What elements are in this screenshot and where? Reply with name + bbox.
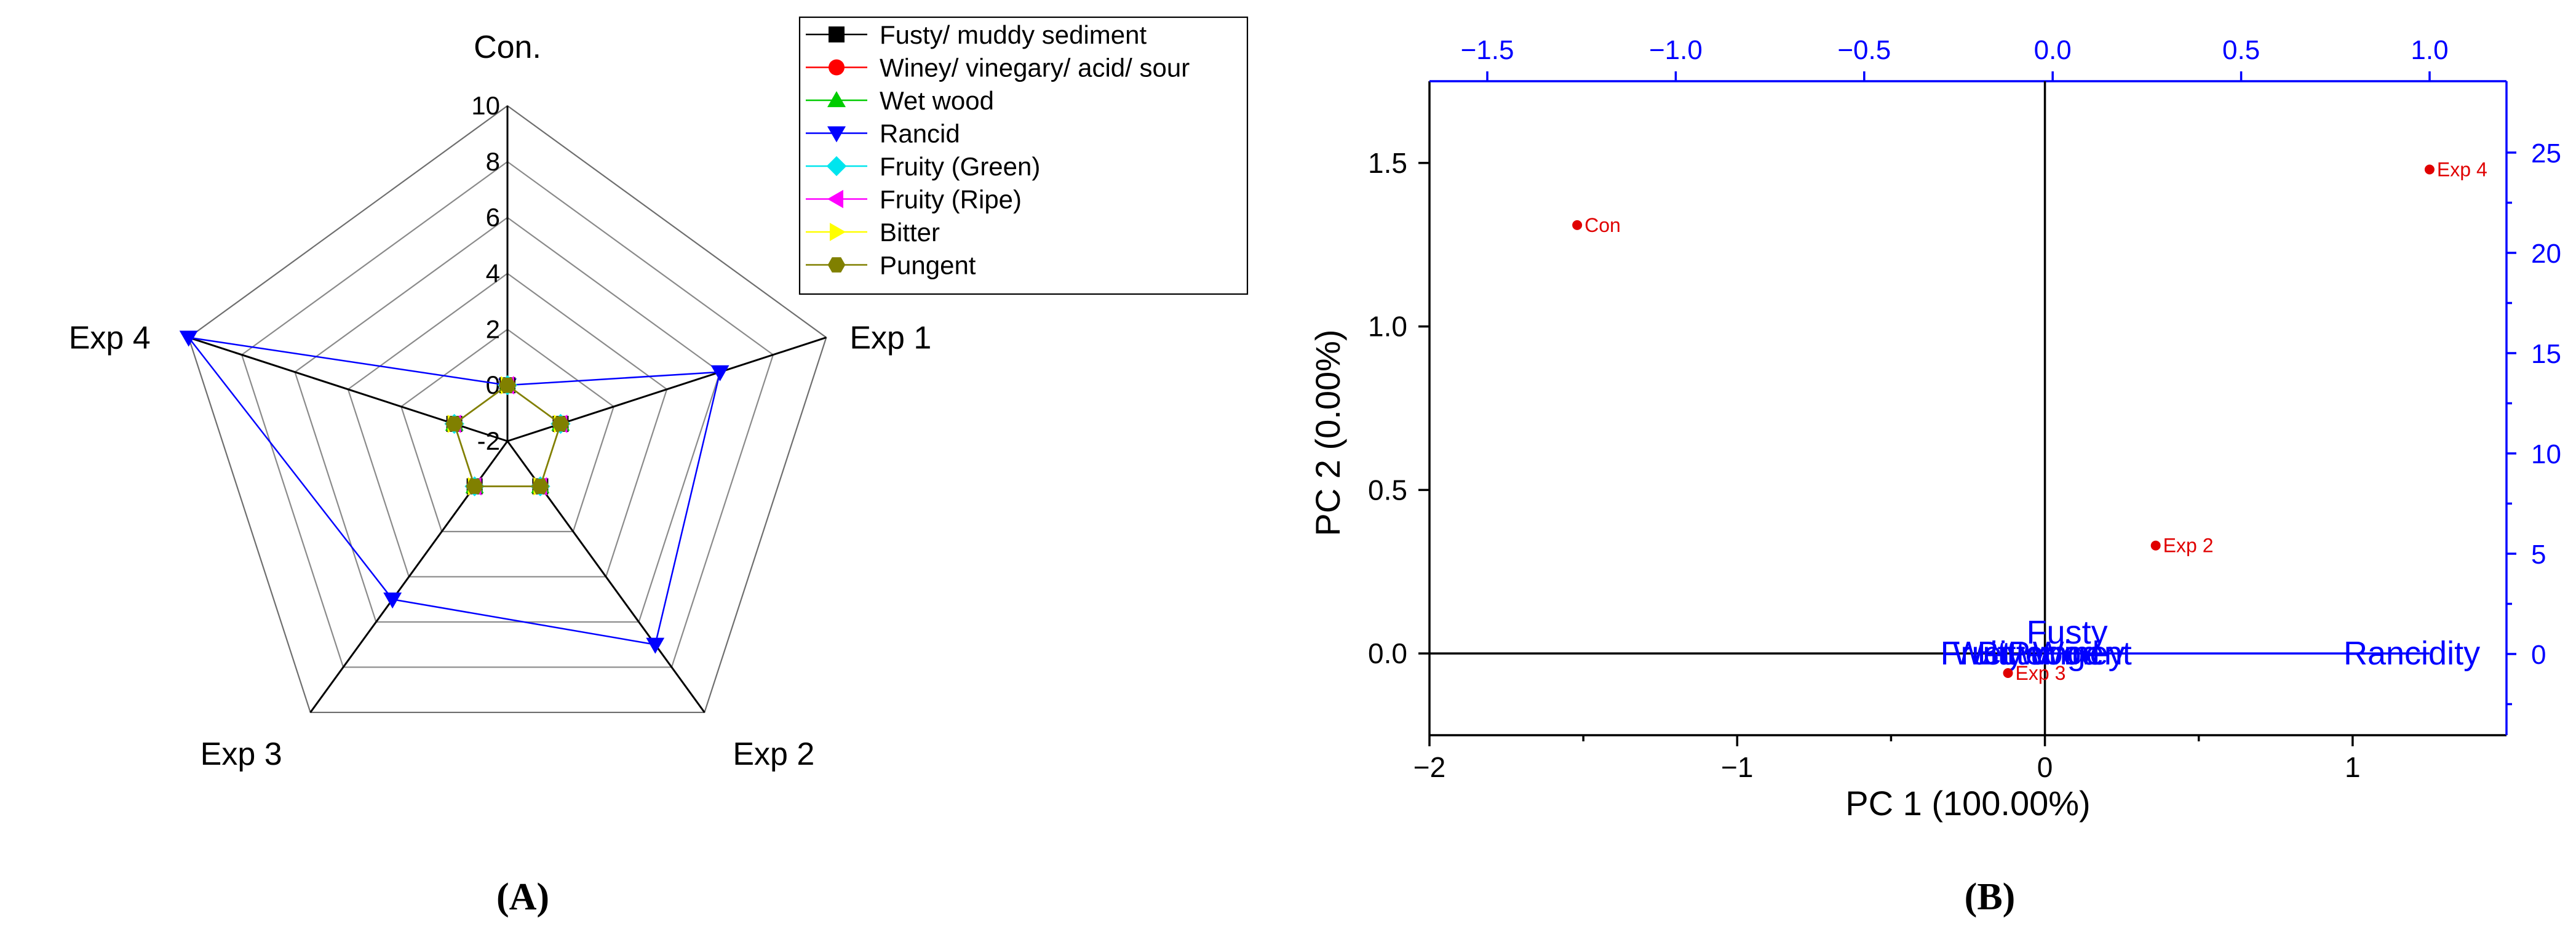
loading-label-fusty: Fusty	[2027, 614, 2108, 651]
legend-label: Bitter	[880, 218, 940, 247]
top-tick-label: 0.5	[2222, 35, 2260, 65]
score-label-exp-3: Exp 3	[2016, 662, 2066, 684]
top-tick-label: −1.0	[1649, 35, 1703, 65]
legend-label: Wet wood	[880, 86, 994, 115]
x-tick-label: −1	[1721, 751, 1753, 783]
score-label-exp-4: Exp 4	[2437, 159, 2487, 181]
radar-axis-label: Exp 1	[849, 321, 931, 356]
series-line-pungent	[453, 384, 562, 487]
loading-label-bitter: Bitter	[1978, 635, 2055, 672]
legend-label: Rancid	[880, 119, 960, 148]
radar-tick-label: 10	[471, 91, 500, 120]
loading-label-fruity: Fruity	[1941, 635, 2024, 672]
loading-label-winey: Winey	[2033, 635, 2125, 672]
score-point-exp-4	[2424, 164, 2435, 175]
radar-gridline	[241, 161, 774, 668]
radar-tick-label: 8	[486, 147, 500, 176]
top-tick-label: 0.0	[2034, 35, 2072, 65]
top-tick-label: −1.5	[1461, 35, 1514, 65]
radar-axis-label: Exp 4	[69, 321, 151, 356]
radar-chart-a: -2 0 2 4 6 8 10 Con. Exp 1 Exp 2 Exp 3 Exp 4	[69, 30, 932, 772]
pca-biplot-b: −2 −1 0 1 0.0 0.5 1.0 1.5 −1.5 −1.0 −0.5 0.0 0.5 1.0 0…	[1308, 35, 2561, 823]
legend-marker-rancid	[827, 126, 846, 143]
data-point-pungent	[445, 416, 463, 432]
y-tick-label: 1.0	[1368, 311, 1407, 343]
score-label-exp-2: Exp 2	[2163, 535, 2214, 557]
radar-gridline	[347, 273, 668, 578]
radar-tick-label: -2	[477, 426, 500, 455]
legend-label: Pungent	[880, 251, 976, 280]
legend-label: Fusty/ muddy sediment	[880, 20, 1147, 49]
radar-tick-label: 0	[486, 370, 500, 399]
right-tick-label: 10	[2531, 439, 2561, 469]
legend-label: Fruity (Green)	[880, 152, 1040, 181]
legend-marker-winey-vinegary-acid-sour	[829, 59, 845, 76]
x-tick-label: 0	[2037, 751, 2053, 783]
legend-marker-pungent	[827, 257, 846, 273]
data-point-pungent	[466, 479, 483, 494]
legend-box	[798, 16, 1249, 295]
data-point-rancid	[646, 637, 665, 654]
score-point-con	[1572, 220, 1583, 230]
legend-label: Winey/ vinegary/ acid/ sour	[880, 54, 1190, 82]
radar-legend: Fusty/ muddy sediment Winey/ vinegary/ ac…	[798, 16, 1249, 295]
legend-marker-fruity-ripe	[827, 189, 843, 209]
loading-label-wet-wood: Wet wood	[1953, 635, 2100, 672]
x-axis-title: PC 1 (100.00%)	[1845, 784, 2090, 823]
legend-marker-wet-wood	[827, 91, 846, 108]
data-point-rancid	[710, 365, 729, 381]
radar-axis-label: Exp 2	[733, 736, 814, 772]
y-axis-title: PC 2 (0.00%)	[1308, 329, 1347, 536]
series-line-rancid	[186, 336, 722, 646]
top-tick-label: 1.0	[2411, 35, 2448, 65]
data-point-pungent	[552, 416, 570, 432]
radar-tick-label: 6	[486, 203, 500, 232]
radar-gridline	[294, 217, 721, 623]
right-tick-label: 15	[2531, 339, 2561, 369]
loading-label-pungent: Pungent	[2008, 635, 2132, 672]
legend-marker-bitter	[830, 223, 846, 241]
radar-axis-label: Exp 3	[201, 736, 282, 772]
radar-axis-label: Con.	[474, 30, 541, 65]
data-point-rancid	[383, 592, 402, 609]
radar-gridline	[400, 328, 615, 533]
panel-label-a: (A)	[496, 876, 549, 918]
loading-label-rancidity: Rancidity	[2343, 635, 2480, 672]
legend-marker-fruity-green	[826, 156, 847, 177]
right-tick-label: 25	[2531, 138, 2561, 169]
right-tick-label: 0	[2531, 640, 2546, 670]
x-tick-label: −2	[1413, 751, 1445, 783]
data-point-rancid	[179, 330, 198, 347]
legend-label: Fruity (Ripe)	[880, 185, 1022, 214]
radar-tick-label: 2	[486, 314, 500, 343]
score-point-exp-2	[2150, 540, 2161, 551]
legend-marker-fusty-muddy-sediment	[829, 26, 845, 42]
score-point-exp-3	[2003, 668, 2013, 679]
data-point-pungent	[498, 377, 517, 393]
score-label-con: Con	[1584, 214, 1621, 236]
radar-tick-label: 4	[486, 259, 500, 288]
right-tick-label: 5	[2531, 540, 2546, 570]
data-point-pungent	[531, 479, 549, 494]
y-tick-label: 0.0	[1368, 637, 1407, 669]
panel-label-b: (B)	[1965, 876, 2016, 918]
y-tick-label: 0.5	[1368, 474, 1407, 506]
x-tick-label: 1	[2345, 751, 2361, 783]
radar-gridline	[188, 105, 827, 714]
y-tick-label: 1.5	[1368, 147, 1407, 179]
right-tick-label: 20	[2531, 239, 2561, 269]
top-tick-label: −0.5	[1837, 35, 1891, 65]
